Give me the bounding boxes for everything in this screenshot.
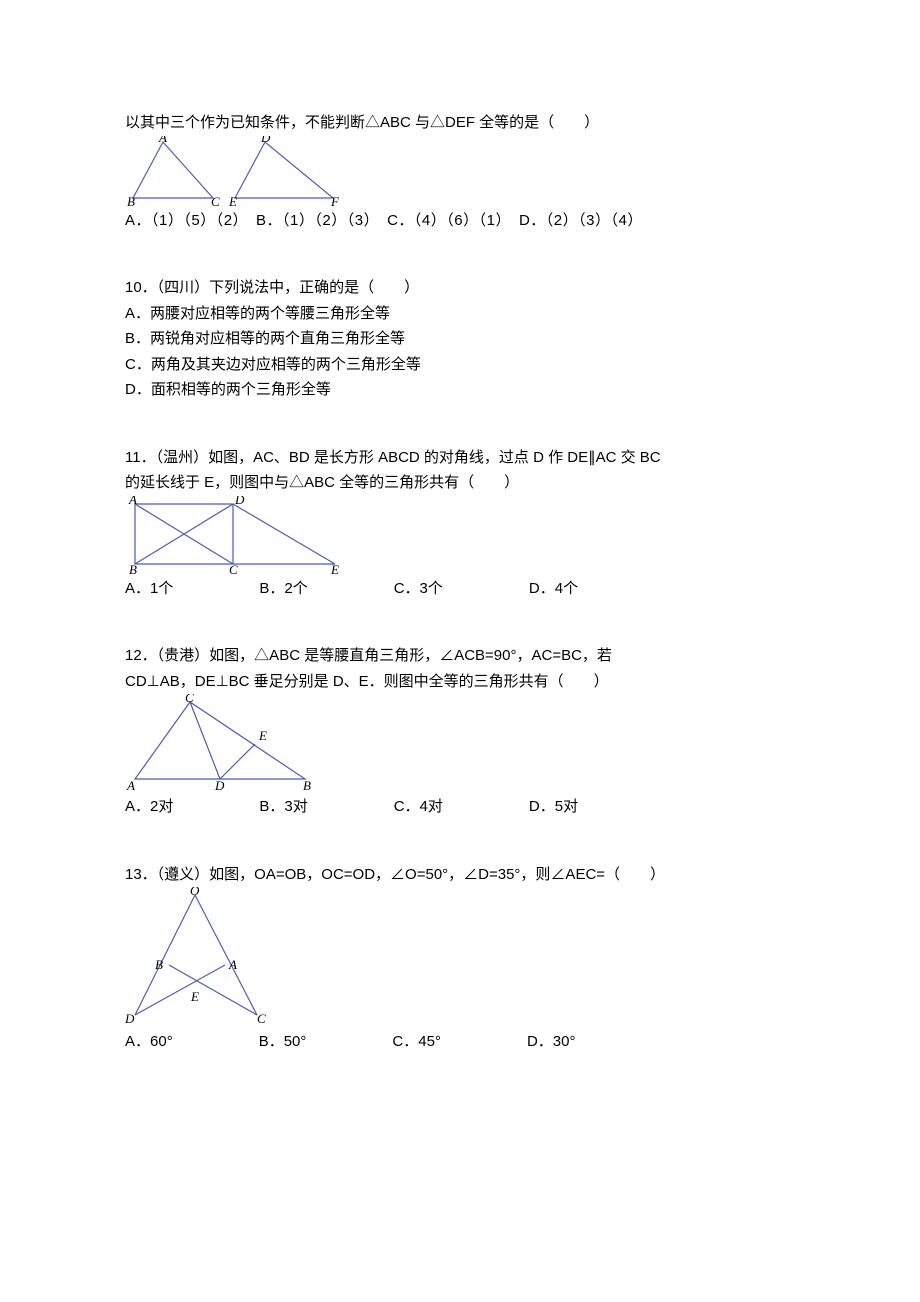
q9-opt-d: D．（2）（3）（4） [519,208,643,234]
q11-opt-d: D．4个 [529,576,578,602]
q13-opt-b: B．50° [259,1029,307,1055]
label-F: F [330,194,340,206]
label-D: D [234,496,245,507]
label-B: B [303,778,311,792]
q13-opt-a: A．60° [125,1029,173,1055]
q9-figure: A B C D E F [125,136,345,206]
q11-opt-b: B．2个 [259,576,307,602]
q12-opt-d: D．5对 [529,794,578,820]
q10-opt-c: C．两角及其夹边对应相等的两个三角形全等 [125,352,795,378]
q9-stem: 以其中三个作为已知条件，不能判断△ABC 与△DEF 全等的是（ ） [125,110,795,136]
label-O: O [190,887,200,898]
label-E: E [258,728,267,743]
q13-figure: O B A D C E [125,887,285,1027]
q9-options: A．（1）（5）（2） B．（1）（2）（3） C．（4）（6）（1） D．（2… [125,208,795,234]
q12-stem-1: 12．（贵港）如图，△ABC 是等腰直角三角形，∠ACB=90°，AC=BC，若 [125,643,795,669]
label-C: C [257,1011,266,1026]
q12-opt-b: B．3对 [259,794,307,820]
label-E: E [330,562,339,574]
label-C: C [211,194,220,206]
label-A: A [126,778,135,792]
q9-opt-b: B．（1）（2）（3） [256,208,379,234]
label-D: D [214,778,225,792]
label-B: B [127,194,135,206]
q9-opt-c: C．（4）（6）（1） [387,208,511,234]
question-13: 13．（遵义）如图，OA=OB，OC=OD，∠O=50°，∠D=35°，则∠AE… [125,862,795,1055]
label-A: A [228,957,237,972]
label-C: C [185,694,194,705]
q12-options: A．2对 B．3对 C．4对 D．5对 [125,794,795,820]
q10-opt-b: B．两锐角对应相等的两个直角三角形全等 [125,326,795,352]
label-A: A [158,136,167,145]
q12-figure: A B C D E [125,694,335,792]
label-B: B [155,957,163,972]
label-A: A [128,496,137,507]
q11-options: A．1个 B．2个 C．3个 D．4个 [125,576,795,602]
label-E: E [228,194,237,206]
question-12: 12．（贵港）如图，△ABC 是等腰直角三角形，∠ACB=90°，AC=BC，若… [125,643,795,820]
q10-opt-a: A．两腰对应相等的两个等腰三角形全等 [125,301,795,327]
q11-stem-1: 11．（温州）如图，AC、BD 是长方形 ABCD 的对角线，过点 D 作 DE… [125,445,795,471]
q13-opt-c: C．45° [392,1029,441,1055]
q10-stem: 10．（四川）下列说法中，正确的是（ ） [125,275,795,301]
label-C: C [229,562,238,574]
q13-opt-d: D．30° [527,1029,576,1055]
q11-opt-c: C．3个 [394,576,443,602]
question-10: 10．（四川）下列说法中，正确的是（ ） A．两腰对应相等的两个等腰三角形全等 … [125,275,795,403]
question-11: 11．（温州）如图，AC、BD 是长方形 ABCD 的对角线，过点 D 作 DE… [125,445,795,602]
q11-figure: A D B C E [125,496,345,574]
label-D: D [125,1011,135,1026]
q12-opt-c: C．4对 [394,794,443,820]
q12-opt-a: A．2对 [125,794,173,820]
q12-stem-2: CD⊥AB，DE⊥BC 垂足分别是 D、E．则图中全等的三角形共有（ ） [125,669,795,695]
q13-stem: 13．（遵义）如图，OA=OB，OC=OD，∠O=50°，∠D=35°，则∠AE… [125,862,795,888]
q10-opt-d: D．面积相等的两个三角形全等 [125,377,795,403]
page-root: 以其中三个作为已知条件，不能判断△ABC 与△DEF 全等的是（ ） A B C… [0,0,920,1157]
q9-opt-a: A．（1）（5）（2） [125,208,248,234]
q13-options: A．60° B．50° C．45° D．30° [125,1029,795,1055]
label-E: E [190,989,199,1004]
question-9: 以其中三个作为已知条件，不能判断△ABC 与△DEF 全等的是（ ） A B C… [125,110,795,233]
label-B: B [129,562,137,574]
q11-opt-a: A．1个 [125,576,173,602]
q11-stem-2: 的延长线于 E，则图中与△ABC 全等的三角形共有（ ） [125,470,795,496]
label-D: D [260,136,271,145]
